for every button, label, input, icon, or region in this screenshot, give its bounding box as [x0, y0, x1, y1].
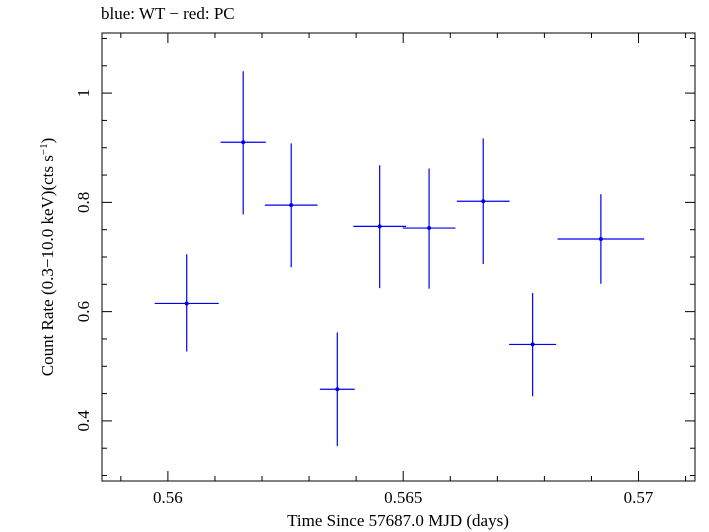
data-point [509, 293, 557, 397]
axis-ticks [102, 33, 695, 481]
data-point [557, 194, 645, 284]
series-wt [154, 71, 645, 447]
data-series [154, 71, 645, 447]
data-marker [530, 342, 535, 347]
data-marker [427, 226, 432, 231]
x-tick-label: 0.56 [153, 488, 183, 507]
data-point [154, 254, 219, 352]
data-point [402, 168, 456, 289]
y-axis-label-sup: −1 [38, 143, 50, 155]
data-point [319, 332, 355, 447]
y-axis-label: Count Rate (0.3−10.0 keV)(cts s−1) [38, 138, 57, 377]
data-point [264, 143, 318, 268]
y-axis-label-end: ) [38, 138, 57, 144]
data-point [353, 165, 407, 289]
data-marker [241, 140, 246, 145]
y-tick-label: 1 [74, 89, 93, 98]
data-marker [377, 224, 382, 229]
data-marker [289, 203, 294, 208]
data-marker [335, 387, 340, 392]
y-tick-label: 0.8 [74, 192, 93, 213]
data-marker [598, 236, 603, 241]
y-axis-label-main: Count Rate (0.3−10.0 keV)(cts s [38, 155, 57, 376]
plot-frame [101, 32, 696, 482]
data-point [220, 71, 266, 215]
axis-tick-labels: 0.56 0.565 0.57 0.4 0.6 0.8 1 [74, 89, 654, 507]
data-marker [184, 301, 189, 306]
x-axis-label: Time Since 57687.0 MJD (days) [287, 511, 509, 530]
x-tick-label: 0.57 [624, 488, 654, 507]
data-marker [481, 199, 486, 204]
x-tick-label: 0.565 [384, 488, 422, 507]
y-tick-label: 0.6 [74, 301, 93, 322]
y-tick-label: 0.4 [74, 410, 93, 432]
chart-title: blue: WT − red: PC [101, 4, 235, 23]
data-point [456, 138, 510, 265]
